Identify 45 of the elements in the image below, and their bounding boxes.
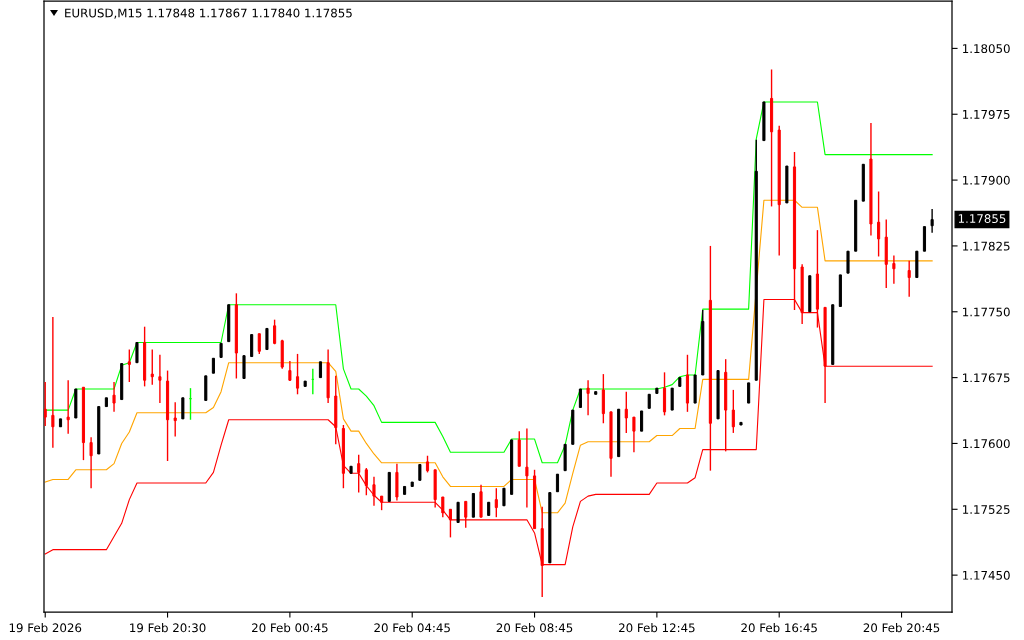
x-tick-label: 19 Feb 2026 <box>9 623 82 633</box>
candlestick <box>739 421 743 426</box>
candlestick <box>846 250 850 274</box>
candlestick <box>777 124 781 257</box>
x-tick-label: 19 Feb 20:30 <box>130 623 206 633</box>
candlestick <box>693 374 697 404</box>
y-tick-label: 1.17450 <box>963 570 1010 580</box>
x-tick-label: 20 Feb 12:45 <box>619 623 695 633</box>
candlestick <box>181 397 185 420</box>
candlestick <box>808 275 812 313</box>
text: EURUSD,M15 1.17848 1.17867 1.17840 1.17855 <box>65 8 352 19</box>
x-tick-label: 20 Feb 04:45 <box>374 623 450 633</box>
candlestick <box>441 496 445 518</box>
x-tick-label: 20 Feb 08:45 <box>496 623 573 633</box>
line-series <box>44 199 933 514</box>
x-tick-label: 20 Feb 20:45 <box>863 623 940 633</box>
candlestick <box>617 408 621 458</box>
x-tick-label: 20 Feb 16:45 <box>741 623 817 633</box>
y-tick-label: 1.17525 <box>963 505 1010 514</box>
candlestick <box>762 101 766 142</box>
y-tick-label: 1.18050 <box>963 44 1010 54</box>
y-tick-label: 1.17600 <box>963 439 1010 449</box>
candlestick <box>173 401 177 438</box>
candlestick <box>655 387 659 395</box>
candlestick <box>747 382 751 404</box>
candlestick <box>854 199 858 252</box>
candlestick <box>74 388 78 419</box>
y-tick-label: 1.17675 <box>963 373 1010 383</box>
candlestick <box>563 443 567 472</box>
y-tick-label: 1.17900 <box>963 175 1010 185</box>
line-series <box>44 101 933 464</box>
x-tick-label: 20 Feb 00:45 <box>252 623 328 633</box>
candlestick <box>785 165 789 204</box>
y-tick-label: 1.17975 <box>963 109 1010 119</box>
y-tick-label: 1.17825 <box>963 241 1010 251</box>
candlestick <box>227 304 231 343</box>
candlestick <box>502 487 506 507</box>
y-tick-label: 1.17750 <box>963 307 1010 317</box>
candlestick <box>861 163 865 202</box>
candlestick <box>349 465 353 474</box>
candlestick <box>670 387 674 411</box>
text: 1.17855 <box>958 214 1006 224</box>
candlestick <box>303 380 307 388</box>
candlestick <box>640 410 644 432</box>
candlestick <box>204 375 208 402</box>
